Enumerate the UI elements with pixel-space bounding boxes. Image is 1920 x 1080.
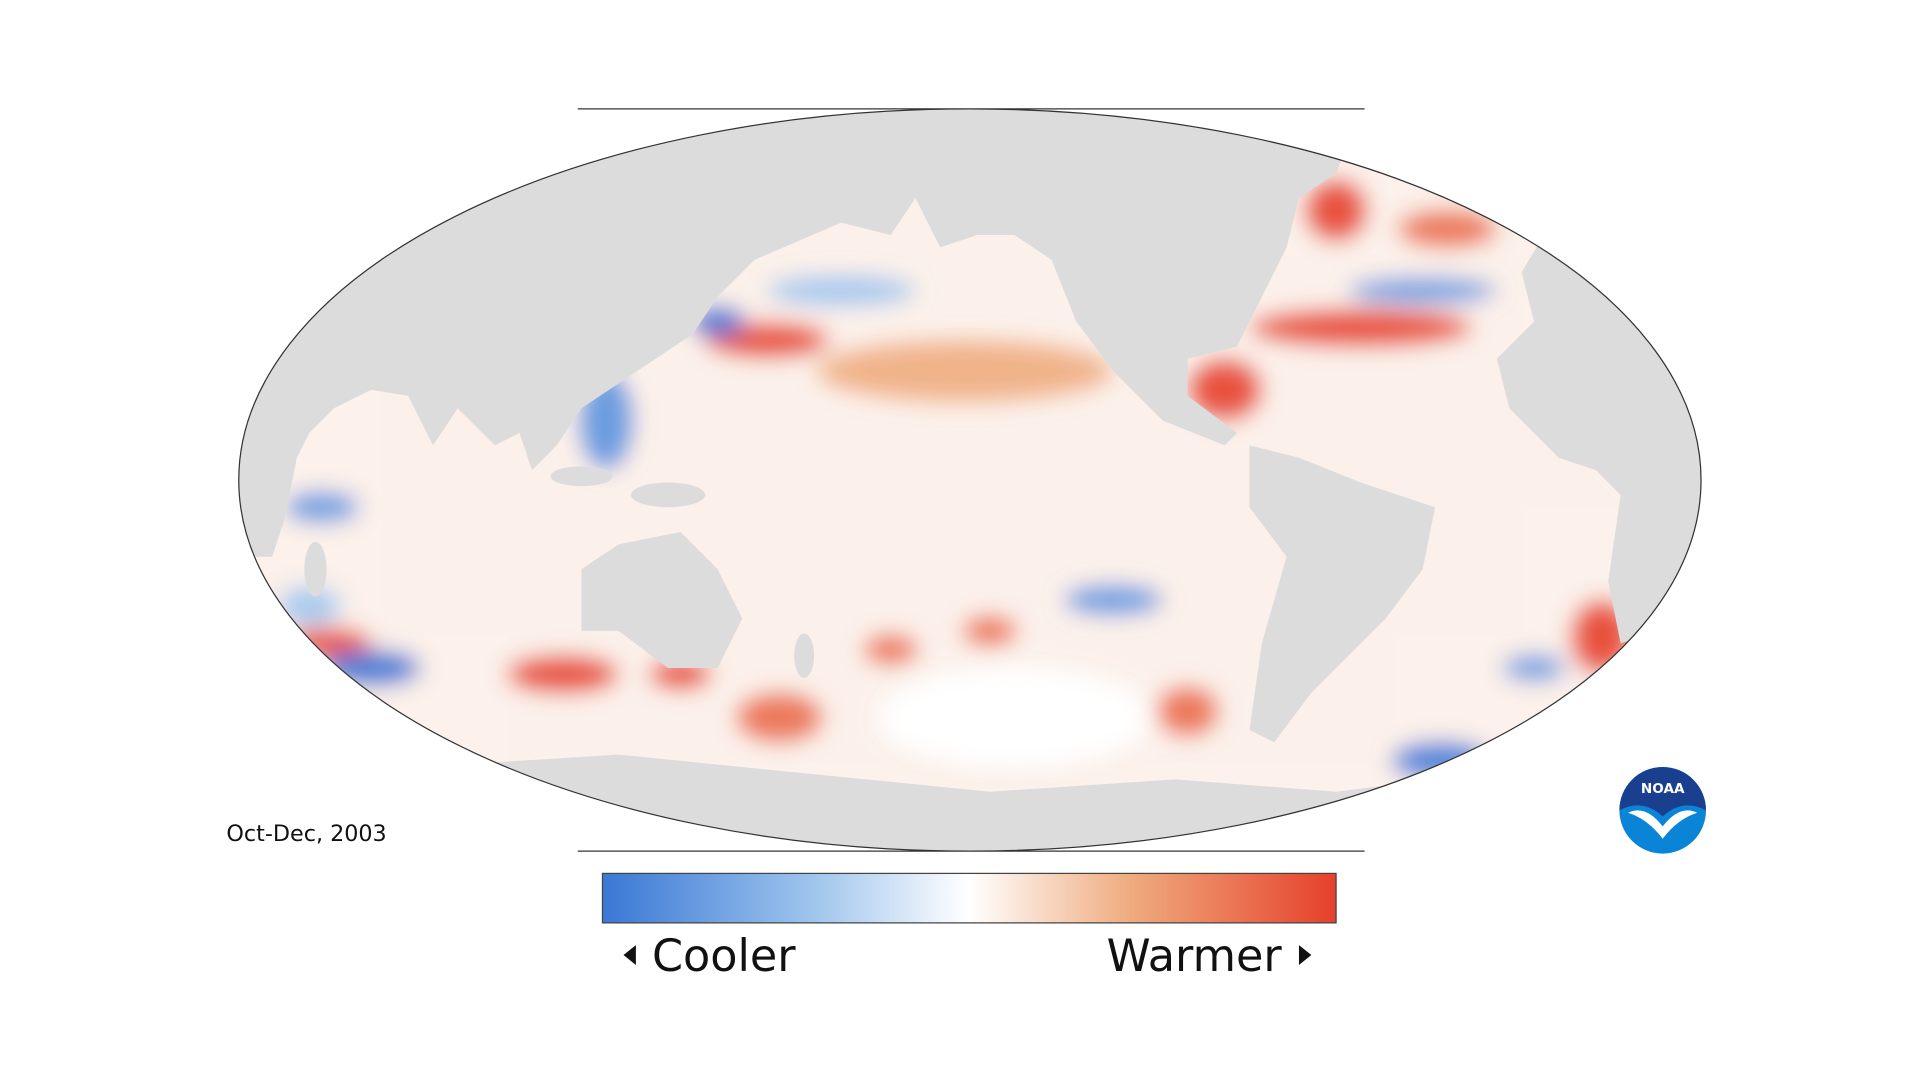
legend-low-label: Cooler xyxy=(652,930,796,982)
island xyxy=(550,466,613,487)
madagascar xyxy=(304,541,327,597)
map-frame xyxy=(238,108,1702,852)
anomaly-warm xyxy=(962,616,1017,646)
anomaly-warm xyxy=(1305,179,1368,242)
australia xyxy=(581,531,743,669)
anomaly-cool xyxy=(284,492,359,523)
globe-outline xyxy=(238,108,1702,852)
north-america xyxy=(915,108,1361,446)
anomaly-warm xyxy=(1187,358,1262,421)
anomaly-warm xyxy=(863,634,918,665)
legend-arrow-left xyxy=(623,945,636,965)
anomaly-cool xyxy=(1063,585,1163,615)
logo-bird xyxy=(1628,810,1698,839)
anomaly-warm xyxy=(1397,210,1497,248)
globe xyxy=(238,108,1702,852)
island xyxy=(630,482,706,508)
anomaly-neutral xyxy=(878,668,1151,768)
legend-high-label: Warmer xyxy=(1107,930,1283,982)
anomaly-warm xyxy=(736,692,823,743)
anomaly-warm xyxy=(816,340,1114,403)
legend-bar xyxy=(601,872,1337,924)
anomaly-cool xyxy=(321,650,421,686)
logo-top xyxy=(1619,767,1706,817)
anomaly-cool xyxy=(278,587,341,625)
anomaly-cool xyxy=(767,275,916,306)
anomaly-warm xyxy=(1156,686,1219,737)
anomaly-warm xyxy=(507,655,619,693)
anomaly-cool xyxy=(1348,278,1497,304)
anomaly-warm xyxy=(1249,309,1473,347)
period-label: Oct-Dec, 2003 xyxy=(226,821,386,847)
anomaly-cool xyxy=(1503,655,1565,681)
noaa-logo: NOAA xyxy=(1619,767,1706,854)
logo-text: NOAA xyxy=(1641,781,1685,797)
new-zealand xyxy=(794,633,815,678)
south-america xyxy=(1249,445,1436,743)
legend-arrow-right xyxy=(1298,945,1312,965)
